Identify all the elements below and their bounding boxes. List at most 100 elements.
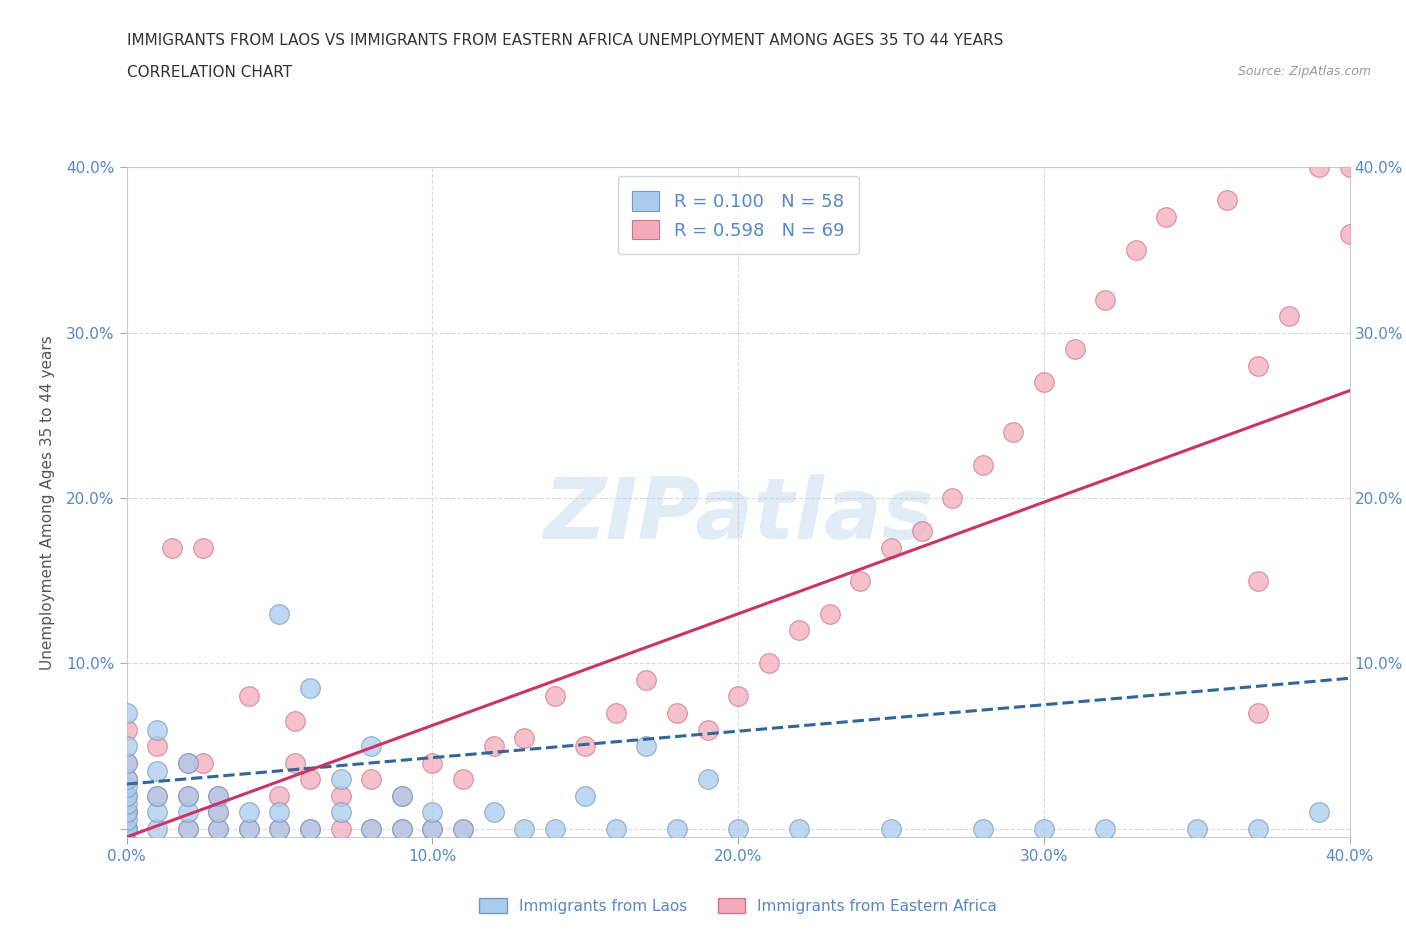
Point [238, 821, 260, 836]
Point [115, 789, 138, 804]
Point [1247, 821, 1270, 836]
Point [696, 722, 718, 737]
Point [1339, 226, 1361, 241]
Point [284, 714, 307, 729]
Point [1094, 292, 1116, 307]
Point [238, 804, 260, 819]
Point [1247, 358, 1270, 373]
Point [482, 804, 505, 819]
Point [360, 821, 382, 836]
Point [1185, 821, 1208, 836]
Point [177, 821, 200, 836]
Point [636, 672, 658, 687]
Point [146, 821, 169, 836]
Point [513, 730, 536, 745]
Point [482, 738, 505, 753]
Point [360, 821, 382, 836]
Point [207, 789, 229, 804]
Point [422, 821, 444, 836]
Point [238, 689, 260, 704]
Point [191, 755, 214, 770]
Point [115, 821, 138, 836]
Point [1339, 160, 1361, 175]
Point [299, 821, 322, 836]
Point [115, 772, 138, 787]
Point [177, 821, 200, 836]
Point [1247, 573, 1270, 588]
Point [207, 821, 229, 836]
Point [1033, 821, 1056, 836]
Point [880, 821, 903, 836]
Point [177, 804, 200, 819]
Point [115, 796, 138, 811]
Point [758, 656, 780, 671]
Point [207, 821, 229, 836]
Point [115, 755, 138, 770]
Point [422, 804, 444, 819]
Point [115, 804, 138, 819]
Point [115, 804, 138, 819]
Point [391, 789, 413, 804]
Point [605, 821, 627, 836]
Text: ZIPatlas: ZIPatlas [543, 474, 934, 557]
Point [1278, 309, 1301, 324]
Point [818, 606, 841, 621]
Point [544, 689, 567, 704]
Point [789, 821, 811, 836]
Point [789, 623, 811, 638]
Point [329, 821, 352, 836]
Point [972, 458, 994, 472]
Point [115, 821, 138, 836]
Point [269, 804, 291, 819]
Point [1156, 209, 1178, 224]
Point [605, 706, 627, 721]
Point [115, 706, 138, 721]
Point [269, 789, 291, 804]
Point [941, 491, 963, 506]
Point [177, 789, 200, 804]
Point [207, 804, 229, 819]
Point [451, 821, 474, 836]
Point [391, 789, 413, 804]
Point [727, 821, 749, 836]
Point [115, 789, 138, 804]
Point [1002, 424, 1025, 439]
Point [146, 722, 169, 737]
Point [880, 540, 903, 555]
Point [1247, 706, 1270, 721]
Point [574, 789, 596, 804]
Point [451, 772, 474, 787]
Point [269, 606, 291, 621]
Point [1216, 193, 1239, 208]
Point [1033, 375, 1056, 390]
Point [666, 821, 689, 836]
Point [972, 821, 994, 836]
Point [574, 738, 596, 753]
Point [299, 772, 322, 787]
Point [162, 540, 184, 555]
Point [146, 789, 169, 804]
Point [269, 821, 291, 836]
Point [422, 755, 444, 770]
Point [1094, 821, 1116, 836]
Point [391, 821, 413, 836]
Point [115, 772, 138, 787]
Point [146, 789, 169, 804]
Point [360, 738, 382, 753]
Point [207, 804, 229, 819]
Legend: Immigrants from Laos, Immigrants from Eastern Africa: Immigrants from Laos, Immigrants from Ea… [472, 892, 1004, 920]
Point [299, 821, 322, 836]
Point [329, 772, 352, 787]
Point [911, 524, 934, 538]
Text: CORRELATION CHART: CORRELATION CHART [127, 65, 291, 80]
Point [207, 789, 229, 804]
Point [329, 789, 352, 804]
Point [115, 821, 138, 836]
Point [115, 738, 138, 753]
Point [727, 689, 749, 704]
Point [146, 738, 169, 753]
Point [115, 755, 138, 770]
Point [115, 813, 138, 828]
Point [115, 821, 138, 836]
Point [284, 755, 307, 770]
